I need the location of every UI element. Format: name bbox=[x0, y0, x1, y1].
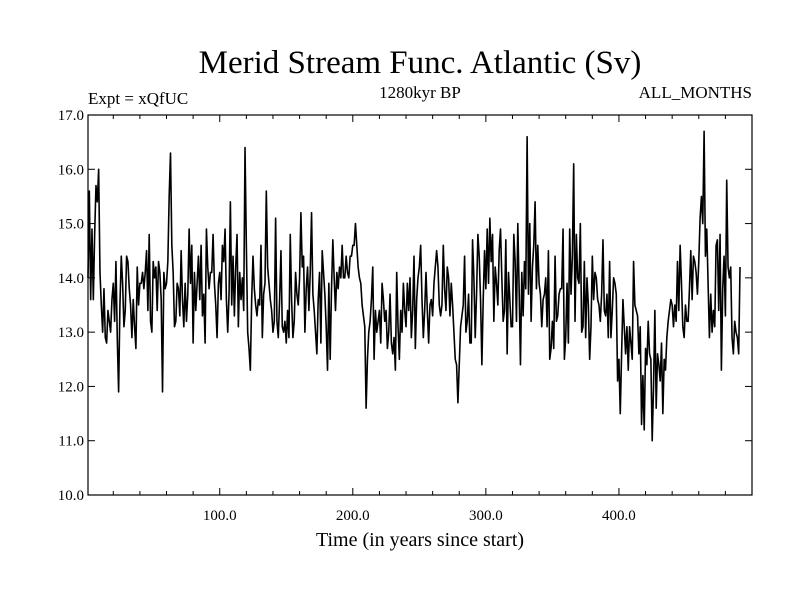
y-tick-label: 17.0 bbox=[58, 108, 84, 124]
period-label: 1280kyr BP bbox=[379, 83, 461, 102]
data-series-line bbox=[87, 130, 741, 442]
x-axis: 100.0 200.0 300.0 400.0 bbox=[112, 115, 726, 524]
y-tick-label: 16.0 bbox=[58, 162, 84, 178]
y-tick-label: 15.0 bbox=[58, 217, 84, 233]
plot-frame bbox=[87, 114, 753, 496]
x-tick-label: 100.0 bbox=[203, 508, 237, 524]
y-axis: 10.0 11.0 12.0 13.0 14.0 15.0 16.0 17.0 bbox=[58, 108, 752, 504]
x-tick-label: 300.0 bbox=[469, 508, 503, 524]
chart-title: Merid Stream Func. Atlantic (Sv) bbox=[199, 45, 642, 81]
x-tick-label: 400.0 bbox=[602, 508, 636, 524]
y-tick-label: 14.0 bbox=[58, 271, 84, 287]
y-tick-label: 12.0 bbox=[58, 379, 84, 395]
y-tick-label: 10.0 bbox=[58, 488, 84, 504]
expt-label: Expt = xQfUC bbox=[88, 89, 188, 108]
x-tick-label: 200.0 bbox=[336, 508, 370, 524]
y-tick-label: 11.0 bbox=[58, 434, 84, 450]
y-tick-label: 13.0 bbox=[58, 325, 84, 341]
months-label: ALL_MONTHS bbox=[639, 83, 752, 102]
x-axis-label: Time (in years since start) bbox=[316, 529, 524, 551]
